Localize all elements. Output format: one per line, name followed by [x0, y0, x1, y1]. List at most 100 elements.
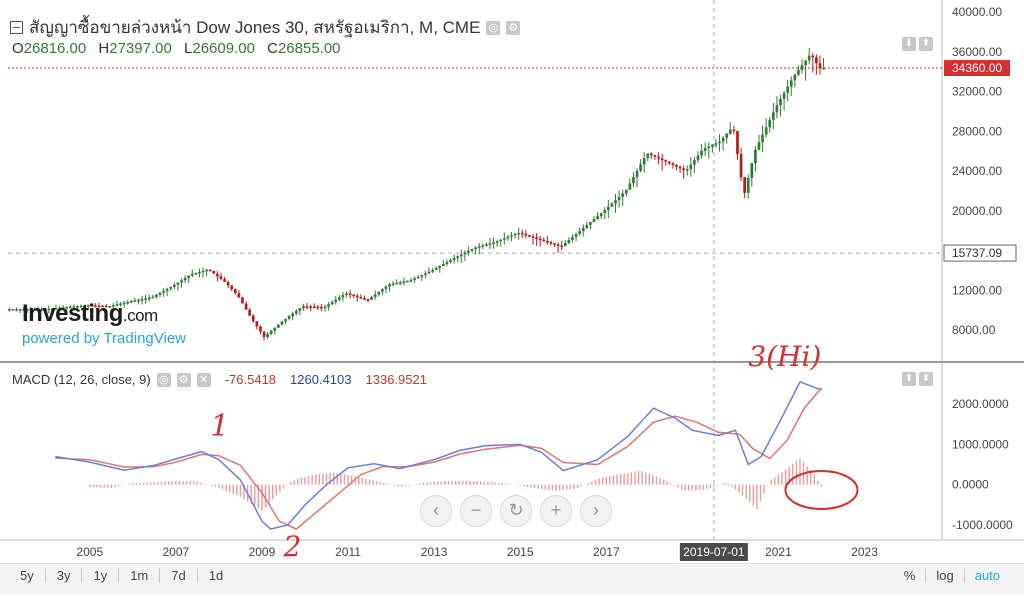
collapse-icon[interactable] — [10, 21, 23, 34]
candle-body — [718, 141, 721, 144]
candle-body — [703, 148, 707, 151]
range-1d[interactable]: 1d — [208, 568, 224, 583]
candle-body — [789, 80, 793, 87]
candle-body — [133, 300, 137, 302]
candle-body — [653, 155, 657, 157]
annotation-circle — [784, 470, 859, 510]
candle-body — [259, 326, 262, 332]
candle-body — [764, 127, 768, 135]
candle-body — [194, 272, 198, 275]
price-axis-tick: 40000.00 — [952, 5, 1002, 19]
candle-body — [158, 292, 162, 295]
move-up-icon[interactable]: ⬆ — [902, 372, 916, 386]
candle-body — [255, 321, 259, 327]
settings-circle-icon[interactable]: ◎ — [486, 20, 501, 35]
candle-body — [413, 278, 416, 280]
time-axis-tick: 2023 — [851, 545, 878, 559]
candle-body — [144, 298, 147, 300]
ohlc-high: H27397.00 — [98, 40, 172, 57]
time-axis-tick: 2005 — [76, 545, 103, 559]
candle-body — [599, 213, 603, 217]
candle-body — [51, 308, 54, 310]
scroll-left-button[interactable]: ‹ — [420, 495, 452, 527]
investing-logo: Investing.com — [22, 300, 158, 327]
reset-button[interactable]: ↻ — [500, 495, 532, 527]
candle-body — [585, 225, 589, 229]
candle-body — [94, 305, 97, 307]
range-3y[interactable]: 3y — [46, 568, 83, 583]
candle-body — [409, 279, 413, 282]
annotation-1: 1 — [210, 409, 229, 444]
candle-body — [725, 133, 729, 138]
candle-body — [714, 143, 718, 145]
macd-legend: MACD (12, 26, close, 9) ◎ ⚙ ✕ -76.5418 1… — [12, 372, 427, 387]
candle-body — [531, 236, 535, 238]
candle-body — [129, 301, 133, 303]
candles — [8, 47, 825, 341]
candle-body — [198, 271, 201, 274]
candle-body — [667, 161, 671, 164]
candle-body — [155, 294, 158, 297]
time-axis-tick: 2019-07-01 — [683, 545, 745, 559]
candle-body — [700, 150, 703, 156]
candle-body — [76, 306, 79, 308]
candle-body — [126, 301, 130, 304]
candle-body — [707, 146, 711, 149]
maximize-icon[interactable]: ⬍ — [919, 372, 933, 386]
candle-body — [22, 309, 26, 311]
auto-scale-button[interactable]: auto — [963, 568, 1010, 583]
candle-body — [739, 154, 743, 178]
candle-body — [689, 164, 693, 170]
range-7d[interactable]: 7d — [160, 568, 198, 583]
candle-body — [556, 244, 560, 246]
candle-body — [510, 235, 513, 237]
candle-body — [273, 327, 277, 331]
log-scale-button[interactable]: log — [925, 568, 963, 583]
range-5y[interactable]: 5y — [14, 568, 46, 583]
candle-body — [280, 321, 284, 325]
range-1y[interactable]: 1y — [82, 568, 120, 583]
percent-scale-button[interactable]: % — [903, 568, 916, 583]
gear-icon[interactable]: ⚙ — [176, 372, 191, 387]
candle-body — [416, 276, 420, 279]
candle-body — [581, 228, 585, 232]
candle-body — [151, 296, 155, 299]
candle-body — [646, 153, 650, 159]
candle-body — [266, 333, 269, 337]
candle-body — [68, 306, 72, 309]
gear-icon[interactable]: ⚙ — [506, 20, 521, 35]
macd-value-signal: 1336.9521 — [365, 372, 427, 387]
macd-pane-controls: ⬆ ⬍ — [902, 372, 933, 386]
current-price-box — [944, 60, 1010, 77]
candle-body — [728, 129, 732, 134]
macd-axis-tick: 0.0000 — [952, 478, 989, 492]
close-icon[interactable]: ✕ — [196, 372, 211, 387]
price-axis-tick: 12000.00 — [952, 283, 1002, 297]
zoom-in-button[interactable]: + — [540, 495, 572, 527]
eye-icon[interactable]: ◎ — [156, 372, 171, 387]
range-1m[interactable]: 1m — [119, 568, 161, 583]
candle-body — [359, 296, 363, 299]
candle-body — [58, 307, 61, 310]
candle-body — [574, 234, 578, 237]
candle-body — [406, 280, 409, 283]
candle-body — [685, 169, 689, 171]
move-down-icon[interactable]: ⬇ — [902, 37, 916, 51]
scroll-right-button[interactable]: › — [580, 495, 612, 527]
zoom-out-button[interactable]: − — [460, 495, 492, 527]
candle-body — [287, 316, 291, 319]
candle-body — [341, 295, 345, 298]
candle-body — [291, 313, 295, 317]
ohlc-low: L26609.00 — [184, 40, 255, 57]
candle-body — [456, 256, 460, 259]
price-axis-tick: 20000.00 — [952, 204, 1002, 218]
maximize-icon[interactable]: ⬍ — [919, 37, 933, 51]
powered-by-link[interactable]: powered by TradingView — [22, 330, 186, 347]
candle-body — [732, 129, 736, 132]
candle-body — [352, 294, 356, 297]
candle-body — [675, 165, 678, 167]
candle-body — [642, 158, 646, 165]
candle-body — [467, 250, 470, 253]
candle-body — [323, 306, 327, 309]
